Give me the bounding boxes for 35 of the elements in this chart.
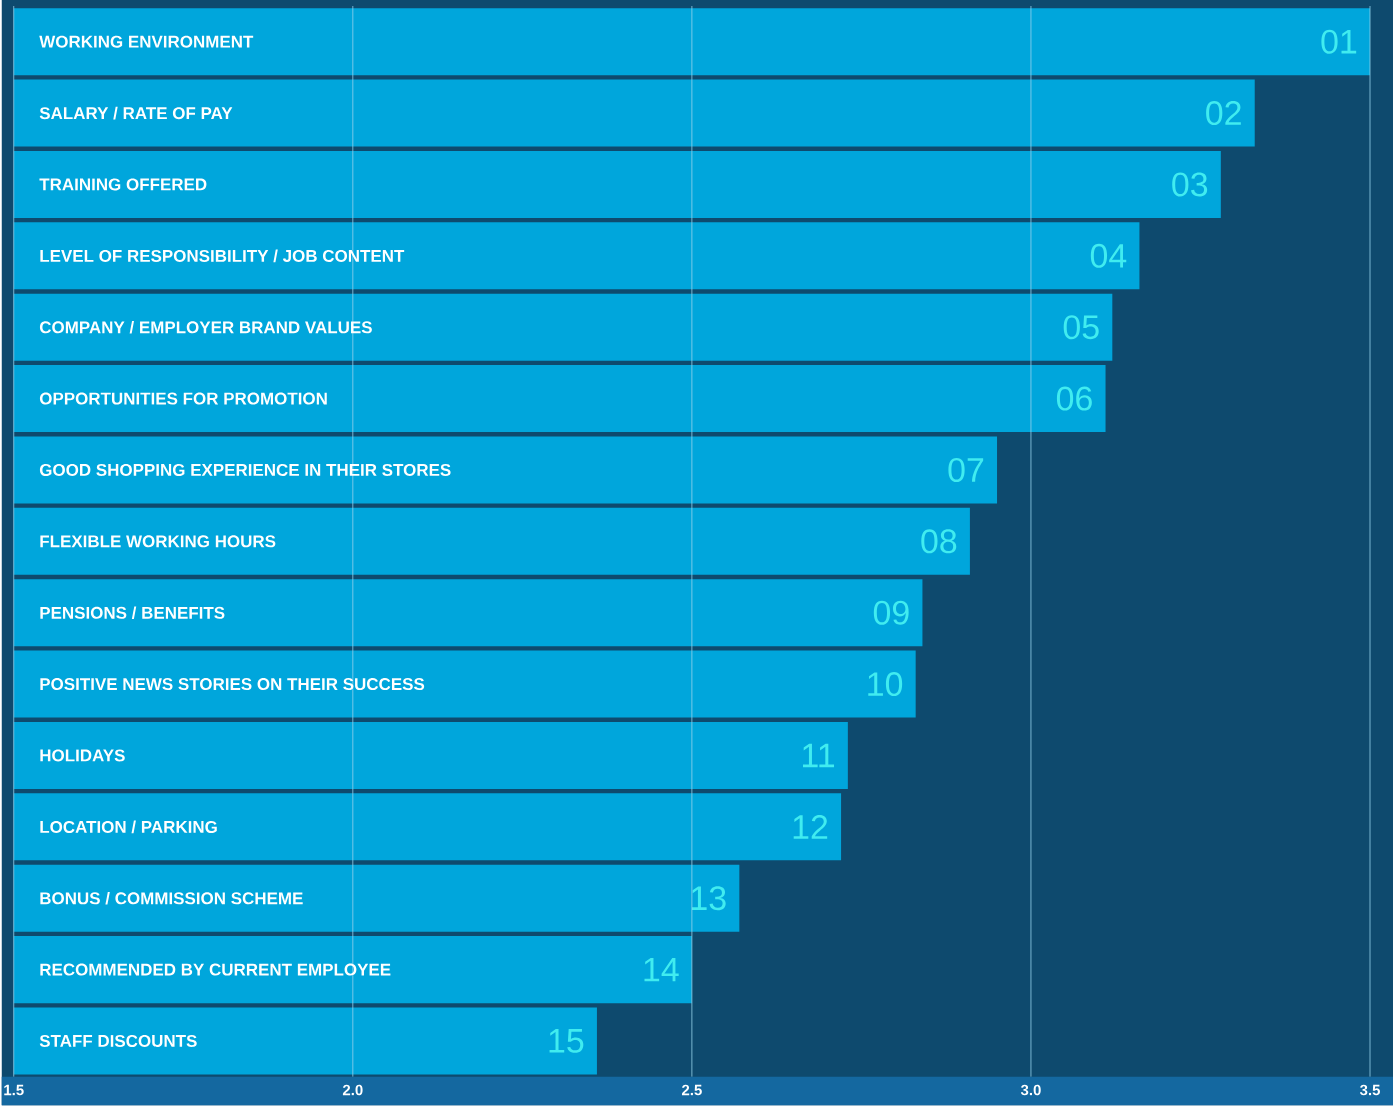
annotation: 08 bbox=[921, 529, 957, 554]
y-tick-label: OPPORTUNITIES FOR PROMOTION bbox=[39, 392, 327, 405]
y-tick-label: COMPANY / EMPLOYER BRAND VALUES bbox=[39, 321, 372, 334]
y-tick-label: SALARY / RATE OF PAY bbox=[39, 106, 233, 120]
annotation: 12 bbox=[793, 815, 828, 839]
annotation: 06 bbox=[1056, 386, 1092, 411]
y-tick-label: PENSIONS / BENEFITS bbox=[40, 606, 225, 620]
y-tick-label: LOCATION / PARKING bbox=[40, 820, 217, 834]
annotation: 14 bbox=[644, 958, 679, 982]
x-tick-label: 2.0 bbox=[342, 1084, 363, 1096]
y-tick-label: HOLIDAYS bbox=[40, 749, 125, 762]
y-tick-label: WORKING ENVIRONMENT bbox=[39, 35, 254, 48]
annotation: 13 bbox=[691, 886, 726, 911]
y-tick-label: TRAINING OFFERED bbox=[39, 178, 207, 191]
annotation: 09 bbox=[873, 600, 909, 625]
y-tick-label: LEVEL OF RESPONSIBILITY / JOB CONTENT bbox=[40, 249, 405, 263]
annotation: 02 bbox=[1206, 101, 1241, 126]
y-tick-label: STAFF DISCOUNTS bbox=[39, 1035, 197, 1048]
annotation: 01 bbox=[1321, 29, 1357, 54]
annotation: 05 bbox=[1063, 315, 1099, 340]
annotation: 04 bbox=[1090, 243, 1127, 269]
annotation: 03 bbox=[1172, 172, 1208, 197]
x-tick-label: 3.0 bbox=[1020, 1084, 1041, 1096]
annotation: 11 bbox=[803, 743, 835, 768]
y-tick-label: BONUS / COMMISSION SCHEME bbox=[40, 892, 303, 905]
y-tick-label: RECOMMENDED BY CURRENT EMPLOYEE bbox=[40, 963, 391, 976]
y-tick-label: POSITIVE NEWS STORIES ON THEIR SUCCESS bbox=[40, 678, 425, 691]
x-tick-label: 3.5 bbox=[1359, 1084, 1381, 1096]
y-tick-label: GOOD SHOPPING EXPERIENCE IN THEIR STORES bbox=[39, 464, 451, 477]
annotation: 10 bbox=[868, 672, 903, 697]
annotation: 15 bbox=[549, 1029, 584, 1053]
x-tick-label: 1.5 bbox=[4, 1085, 24, 1096]
annotation: 07 bbox=[948, 458, 984, 483]
x-tick-label: 2.5 bbox=[681, 1084, 702, 1096]
y-tick-label: FLEXIBLE WORKING HOURS bbox=[40, 535, 276, 548]
